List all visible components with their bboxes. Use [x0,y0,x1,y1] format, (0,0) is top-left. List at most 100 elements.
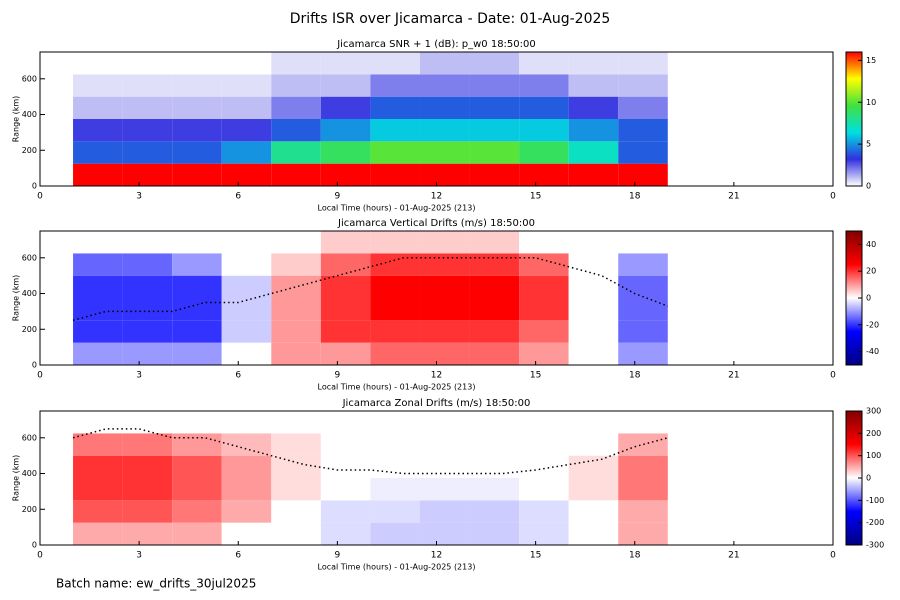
heatmap-cell [221,163,272,186]
heatmap-cell [73,74,123,97]
heatmap-cell [73,52,123,75]
heatmap-cell [618,74,668,97]
heatmap-cell [172,96,222,119]
heatmap-cell [221,275,272,298]
y-tick-label: 200 [22,505,37,514]
heatmap-cell [519,411,569,434]
heatmap-cell [271,433,321,456]
heatmap-cell [271,320,321,343]
x-axis-label: Local Time (hours) - 01-Aug-2025 (213) [318,563,476,572]
heatmap-cell [73,411,123,434]
heatmap-cell [320,522,371,545]
heatmap-cell [469,478,520,501]
heatmap-cell [519,342,569,365]
heatmap-cell [73,522,123,545]
heatmap-cell [221,52,272,75]
colorbar-tick-label: 40 [866,240,876,249]
heatmap-cell [370,433,420,456]
heatmap-cell [122,141,173,164]
heatmap-cell [172,478,222,501]
colorbar-tick-label: 200 [866,429,881,438]
colorbar-tick-label: 0 [866,474,871,483]
x-tick-label: 0 [830,192,836,202]
heatmap-cell [568,96,619,119]
heatmap-cell [73,342,123,365]
heatmap-cell [469,411,520,434]
heatmap-cell [73,478,123,501]
heatmap-cell [370,478,420,501]
heatmap-cell [370,455,420,478]
colorbar-tick-label: -40 [866,347,879,356]
y-axis-label: Range (km) [12,455,21,502]
heatmap-cell [568,163,619,186]
y-tick-label: 0 [32,182,37,191]
heatmap-cell [469,253,520,276]
heatmap-cell [320,52,371,75]
x-tick-label: 6 [235,192,241,202]
heatmap-cell [221,74,272,97]
heatmap-cell [519,141,569,164]
heatmap-cell [172,163,222,186]
colorbar-tick-label: -200 [866,518,884,527]
heatmap-cell [221,96,272,119]
heatmap-cell [122,163,173,186]
y-tick-label: 400 [22,469,37,478]
heatmap-cell [370,163,420,186]
heatmap-cell [618,522,668,545]
heatmap-cell [271,411,321,434]
x-tick-label: 18 [629,192,641,202]
heatmap-cell [73,141,123,164]
heatmap-cell [73,253,123,276]
heatmap-cell [320,231,371,254]
heatmap-cell [618,342,668,365]
heatmap-cell [320,163,371,186]
heatmap-cell [370,231,420,254]
heatmap-cell [469,298,520,321]
heatmap-cell [419,74,470,97]
panel-title: Jicamarca Vertical Drifts (m/s) 18:50:00 [337,218,535,229]
heatmap-cell [519,275,569,298]
heatmap-cell [320,141,371,164]
colorbar-tick-label: -300 [866,541,884,550]
x-tick-label: 3 [136,192,142,202]
x-tick-label: 0 [37,192,43,202]
heatmap-cell [73,119,123,142]
x-axis-label: Local Time (hours) - 01-Aug-2025 (213) [318,204,476,213]
heatmap-cell [519,163,569,186]
heatmap-cell [172,298,222,321]
heatmap-cell [519,455,569,478]
heatmap-cell [419,342,470,365]
heatmap-cell [122,455,173,478]
heatmap-cell [419,119,470,142]
heatmap-cell [122,231,173,254]
heatmap-cell [618,231,668,254]
x-tick-label: 6 [235,371,241,381]
heatmap-cell [271,455,321,478]
heatmap-cell [122,411,173,434]
heatmap-cell [419,141,470,164]
heatmap-cell [271,253,321,276]
colorbar-tick-label: 5 [866,140,871,149]
heatmap-cell [519,478,569,501]
colorbar-tick-label: 15 [866,56,876,65]
colorbar-tick-label: 10 [866,98,876,107]
heatmap-cell [172,455,222,478]
heatmap-cell [320,500,371,523]
x-tick-label: 6 [235,551,241,561]
heatmap-cell [320,74,371,97]
heatmap-cell [73,275,123,298]
heatmap-cell [271,275,321,298]
y-tick-label: 400 [22,110,37,119]
x-axis-label: Local Time (hours) - 01-Aug-2025 (213) [318,383,476,392]
heatmap-cell [469,119,520,142]
heatmap-cell [469,96,520,119]
heatmap-cell [221,231,272,254]
heatmap-cell [172,141,222,164]
heatmap-cell [271,500,321,523]
heatmap-cell [618,52,668,75]
heatmap-cell [519,231,569,254]
heatmap-cell [519,52,569,75]
x-tick-label: 12 [431,371,442,381]
heatmap-cell [469,342,520,365]
